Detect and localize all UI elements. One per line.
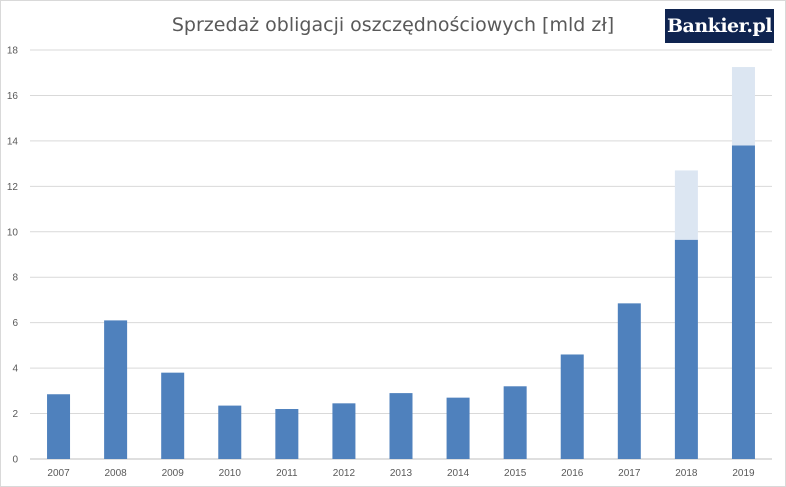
bar-extra-2018	[674, 170, 698, 240]
x-tick-label: 2015	[504, 468, 527, 479]
y-tick-label: 18	[7, 46, 19, 57]
y-tick-label: 2	[12, 409, 18, 420]
y-tick-label: 12	[7, 182, 19, 193]
bar-main-2007	[47, 394, 71, 459]
y-tick-label: 0	[12, 455, 18, 466]
x-tick-label: 2011	[276, 468, 298, 479]
x-tick-label: 2009	[162, 468, 185, 479]
x-axis-ticks: 2007 2008 2009 2010 2011 2012 2013 2014 2015 2016…	[47, 468, 755, 479]
bar-main-2008	[104, 320, 128, 459]
x-tick-label: 2014	[447, 468, 470, 479]
y-axis-ticks: 0 2 4 6 8 10 12 14 16 18	[7, 46, 19, 466]
chart-title: Sprzedaż obligacji oszczędnościowych [ml…	[171, 14, 615, 36]
x-tick-label: 2017	[618, 468, 641, 479]
bars	[47, 67, 755, 459]
y-tick-label: 4	[12, 364, 18, 375]
y-tick-label: 16	[7, 91, 19, 102]
y-tick-label: 8	[12, 273, 18, 284]
bar-main-2009	[161, 372, 185, 459]
x-tick-label: 2016	[561, 468, 584, 479]
bar-extra-2019	[731, 67, 755, 146]
bar-main-2017	[617, 303, 641, 459]
y-tick-label: 6	[12, 318, 18, 329]
bankier-logo: Bankier.pl	[665, 9, 774, 43]
y-tick-label: 14	[7, 136, 19, 147]
x-tick-label: 2008	[104, 468, 127, 479]
bar-main-2019	[731, 145, 755, 459]
bar-main-2018	[674, 239, 698, 459]
y-tick-label: 10	[7, 227, 19, 238]
x-tick-label: 2012	[333, 468, 356, 479]
bar-main-2012	[332, 403, 356, 459]
bar-main-2010	[218, 405, 242, 459]
bar-main-2011	[275, 409, 299, 459]
bar-main-2016	[560, 354, 584, 459]
bar-main-2014	[446, 397, 470, 459]
x-tick-label: 2007	[47, 468, 70, 479]
bar-main-2013	[389, 393, 413, 459]
x-tick-label: 2013	[390, 468, 413, 479]
x-tick-label: 2010	[219, 468, 242, 479]
x-tick-label: 2018	[675, 468, 698, 479]
bar-main-2015	[503, 386, 527, 459]
x-tick-label: 2019	[732, 468, 755, 479]
